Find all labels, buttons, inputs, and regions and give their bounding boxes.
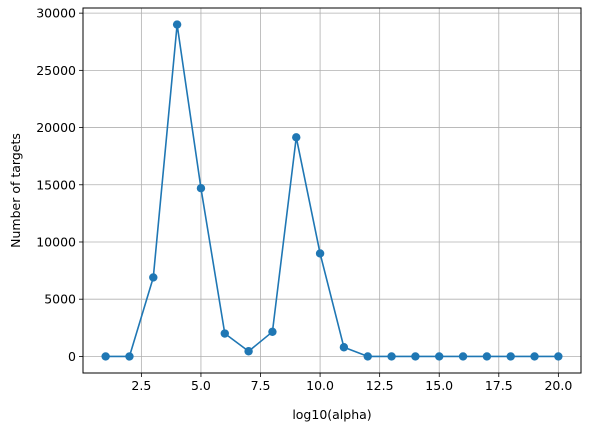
data-point <box>244 347 253 356</box>
data-point <box>220 329 229 338</box>
y-tick-label: 10000 <box>36 234 76 249</box>
x-tick-label: 10.0 <box>306 378 334 393</box>
data-point <box>172 20 182 29</box>
data-point <box>339 343 349 352</box>
plot-frame <box>82 7 582 374</box>
x-tick-label: 7.5 <box>251 378 271 393</box>
x-axis-label: log10(alpha) <box>292 407 371 422</box>
data-point <box>149 273 158 282</box>
data-point <box>435 352 444 361</box>
data-point <box>482 352 492 361</box>
data-point <box>292 133 301 142</box>
x-tick-label: 15.0 <box>425 378 453 393</box>
data-point <box>315 249 325 258</box>
data-point <box>101 352 110 361</box>
data-point <box>458 352 468 361</box>
y-tick-label: 15000 <box>36 177 76 192</box>
y-tick-label: 20000 <box>36 120 76 135</box>
data-point <box>411 352 420 361</box>
data-point <box>363 352 372 361</box>
x-tick-label: 2.5 <box>131 378 151 393</box>
x-tick-label: 5.0 <box>191 378 211 393</box>
data-point <box>387 352 396 361</box>
y-tick-label: 25000 <box>36 63 76 78</box>
data-point <box>530 352 539 361</box>
data-point <box>554 352 563 361</box>
x-tick-label: 20.0 <box>544 378 572 393</box>
data-point <box>196 184 206 193</box>
ticks: 2.5 5.0 7.5 10.0 12.5 15.0 17.5 20.0 0 5000 10000 1… <box>36 6 572 393</box>
data-point <box>506 352 515 361</box>
data-point <box>125 352 134 361</box>
grid <box>83 8 581 373</box>
x-tick-label: 17.5 <box>485 378 513 393</box>
series-layer <box>101 20 563 361</box>
y-axis-label: Number of targets <box>8 133 23 248</box>
y-tick-label: 0 <box>68 349 76 364</box>
y-tick-label: 30000 <box>36 6 76 21</box>
data-point <box>268 327 277 337</box>
y-tick-label: 5000 <box>44 292 76 307</box>
x-tick-label: 12.5 <box>366 378 394 393</box>
